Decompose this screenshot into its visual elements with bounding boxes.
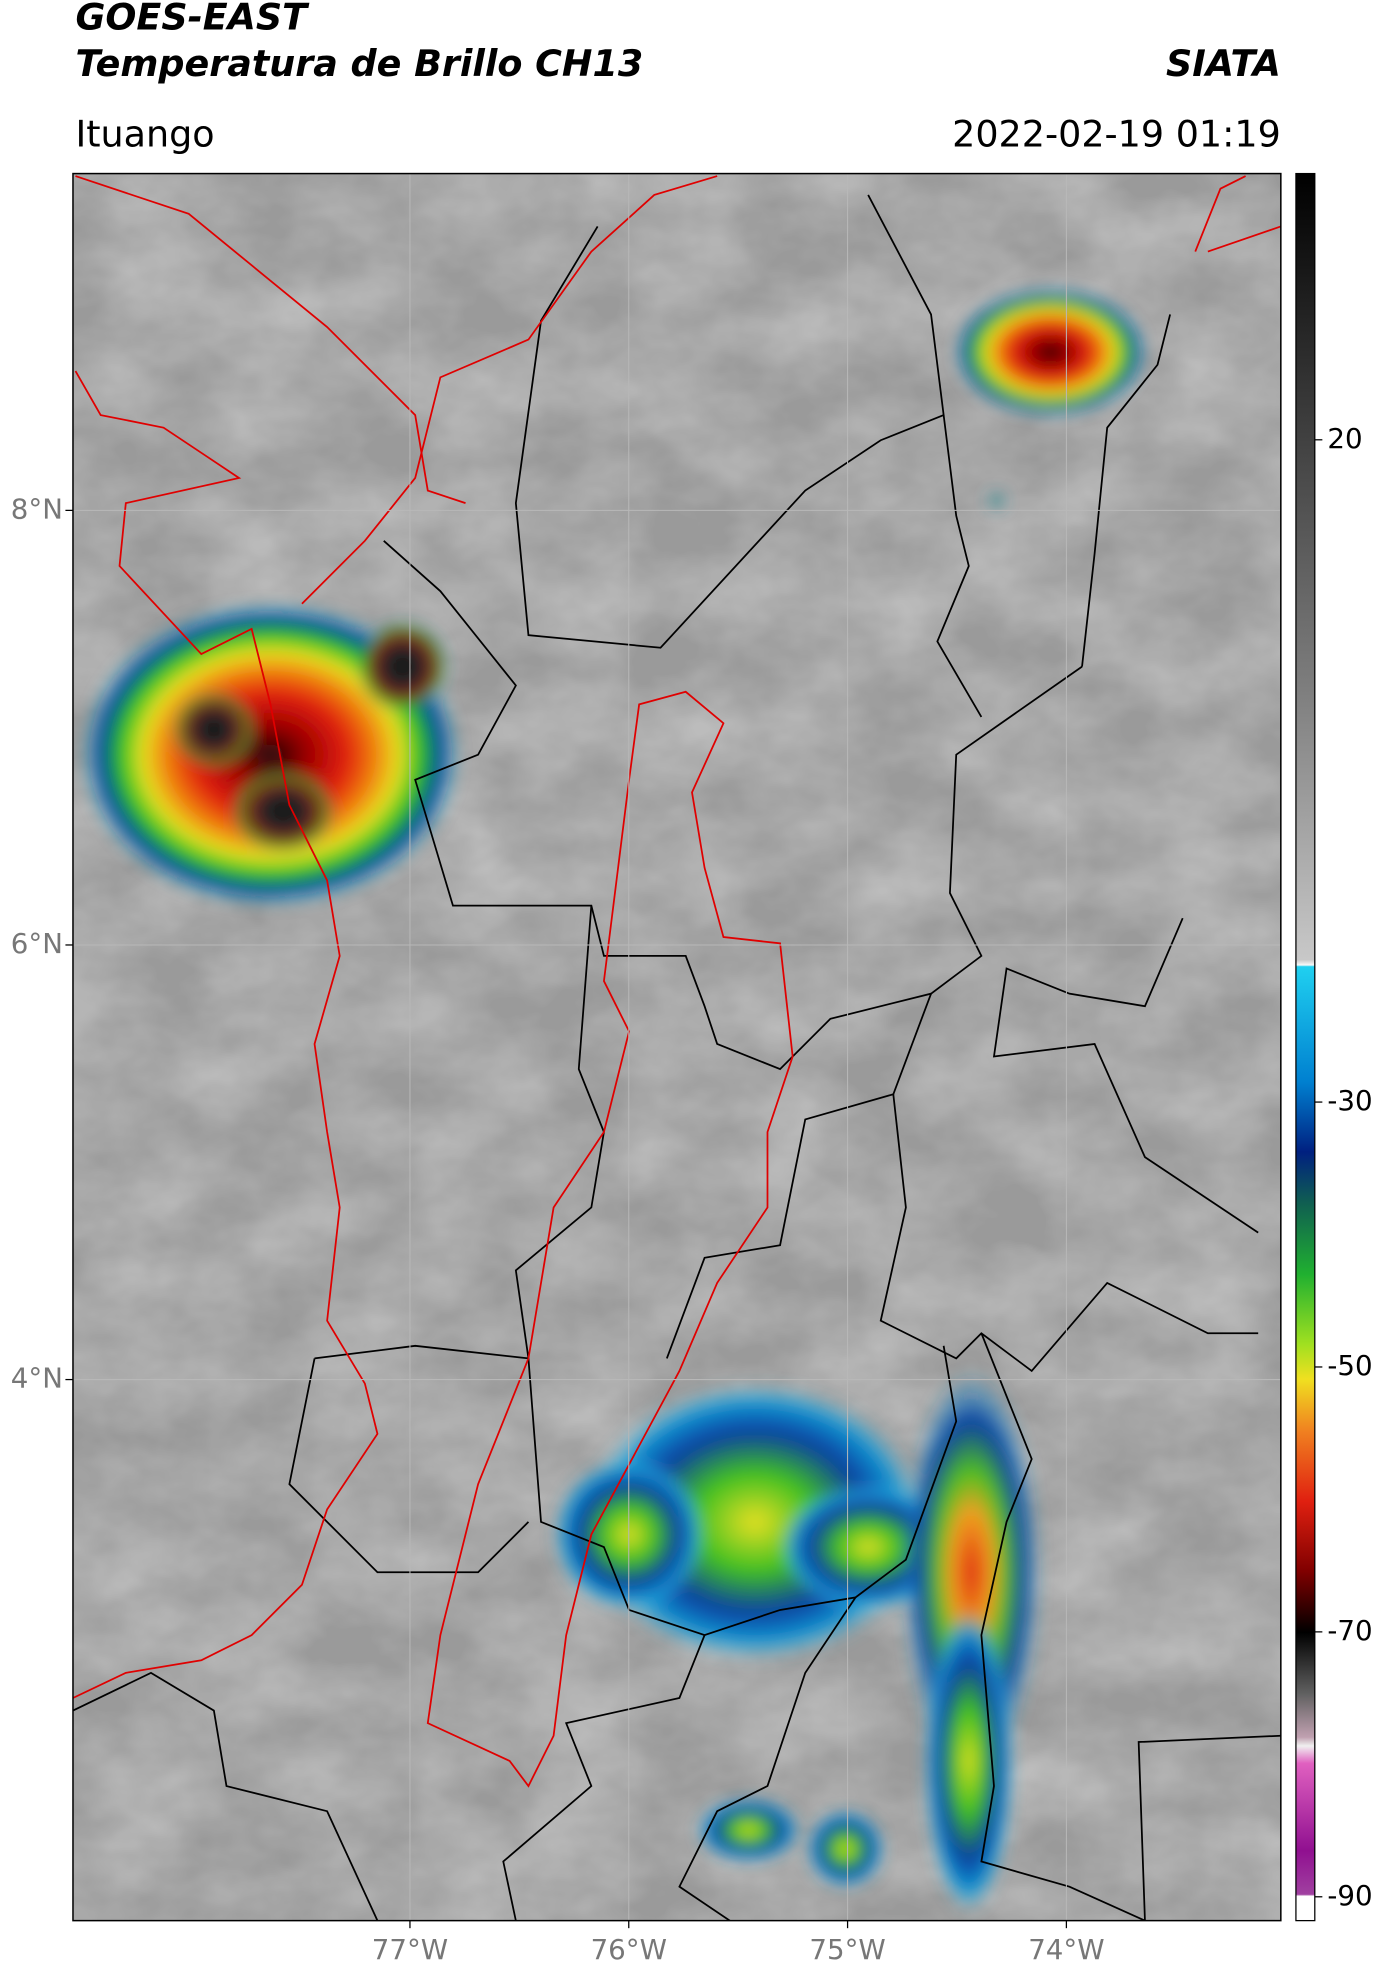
colorbar-tick-label: -70	[1327, 1614, 1372, 1647]
cloud-texture	[72, 173, 1281, 1921]
colorbar-tick-label: -50	[1327, 1349, 1372, 1382]
x-tick-label: 75°W	[809, 1933, 885, 1966]
colorbar-tick-label: -90	[1327, 1879, 1372, 1912]
y-tick-label: 8°N	[11, 492, 63, 525]
y-tick-label: 6°N	[11, 927, 63, 960]
red-boundaries	[72, 175, 1281, 1788]
grid	[72, 173, 1281, 1921]
colorbar-tick-label: 20	[1327, 422, 1362, 455]
subtitle: Temperatura de Brillo CH13	[75, 42, 643, 85]
map-image	[72, 173, 1281, 1921]
title: GOES-EAST	[75, 0, 310, 38]
colorbar-tick-label: -30	[1327, 1084, 1372, 1117]
map-frame	[72, 172, 1282, 1922]
axes: 77°W 76°W 75°W 74°W 8°N 6°N 4°N 20 -30 -50 -70 -90	[11, 422, 1373, 1966]
location: Ituango	[75, 112, 214, 155]
source: SIATA	[1166, 42, 1281, 85]
x-tick-label: 74°W	[1028, 1933, 1104, 1966]
y-tick-label: 4°N	[11, 1362, 63, 1395]
storms	[81, 289, 1145, 1912]
x-tick-label: 77°W	[372, 1933, 448, 1966]
x-tick-label: 76°W	[591, 1933, 667, 1966]
datetime: 2022-02-19 01:19	[952, 112, 1281, 155]
colorbar	[1295, 172, 1316, 1922]
